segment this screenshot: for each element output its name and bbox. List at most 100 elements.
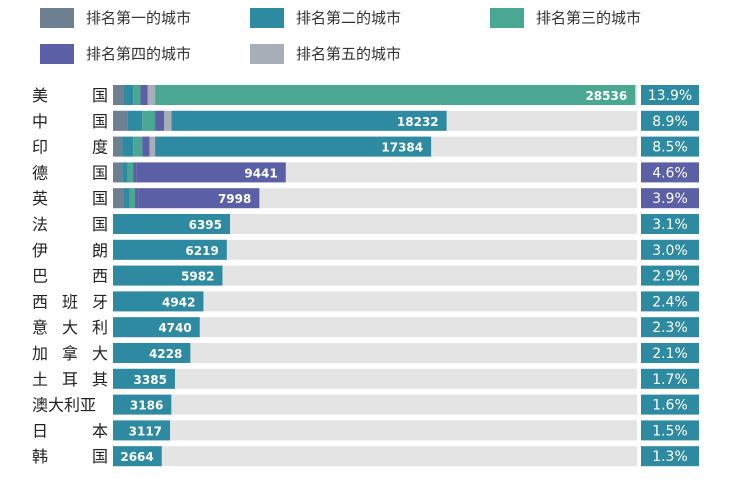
bar-value-label: 4942 [162,295,195,309]
category-label: 土 [32,370,48,389]
bar-segment [113,214,231,234]
percent-box [641,291,699,312]
chart-row: 英 国 7998 3.9% [32,188,699,209]
bar-value-label: 6219 [185,244,218,258]
percent-box [641,446,699,467]
bar-value-label: 17384 [381,141,423,155]
bar-segment [113,110,128,131]
percent-box [641,265,699,286]
bar-segment [142,110,156,131]
chart-row: 伊 朗 6219 3.0% [32,239,699,260]
bar-segment [113,420,171,441]
bar-value-label: 18232 [397,115,439,129]
percent-label: 8.5% [652,140,688,156]
bar-track [113,446,637,467]
bar-track [113,265,637,286]
category-label: 耳 [62,370,78,389]
percent-label: 1.7% [652,372,688,388]
bar-value-label: 28536 [585,89,627,103]
bar-value-label: 4228 [149,347,182,361]
bar-segment [113,394,172,415]
category-label: 大 [92,344,108,363]
percent-label: 2.9% [652,269,688,285]
chart-row: 法 国 6395 3.1% [32,214,699,234]
percent-label: 2.3% [652,320,688,336]
category-label: 利 [92,318,108,337]
category-label: 印 [32,138,48,157]
category-label: 国 [92,447,108,466]
legend-swatch-rank3 [490,8,524,28]
percent-label: 2.4% [652,294,688,310]
bar-track [113,214,637,234]
legend-label-rank4: 排名第四的城市 [86,45,191,63]
category-label: 拿 [62,344,78,363]
chart-row: 中 国 18232 8.9% [32,110,699,131]
chart-rows: 美国 28536 13.9%中国 18232 8.9%印度 17384 8.5%德国 9441… [32,85,699,467]
category-label: 西 [92,267,108,286]
bar-segment [113,85,124,105]
category-label: 度 [92,138,108,157]
legend-swatch-rank2 [250,8,284,28]
bar-segment [133,136,143,157]
bar-segment [129,188,135,209]
bar-segment [164,110,172,131]
legend-label-rank3: 排名第三的城市 [536,9,641,27]
percent-box [641,85,699,105]
percent-label: 8.9% [652,114,688,130]
percent-box [641,110,699,131]
bar-segment [113,136,123,157]
bar-track [113,291,637,312]
chart-row: 美 国 28536 13.9% [32,85,699,105]
percent-box [641,188,699,209]
percent-label: 1.5% [652,423,688,439]
chart-row: 巴 西 5982 2.9% [32,265,699,286]
bar-track [113,368,637,389]
chart-row: 意大利 4740 2.3% [32,317,699,338]
chart-row: 德 国 9441 4.6% [32,162,699,183]
percent-box [641,394,699,415]
bar-value-label: 6395 [189,218,222,232]
bar-segment [155,136,432,157]
category-label: 牙 [92,292,108,311]
percent-label: 1.3% [652,449,688,465]
chart-row: 西班牙 4942 2.4% [32,291,699,312]
category-label: 意 [32,318,48,337]
bar-value-label: 5982 [181,270,214,284]
percent-label: 1.6% [652,398,688,414]
category-label: 大 [62,318,78,337]
bar-segment [113,446,162,467]
category-label: 澳大利亚 [32,396,96,415]
chart-row: 土耳其 3385 1.7% [32,368,699,389]
legend-swatch-rank4 [40,44,74,64]
bar-segment [140,85,148,105]
bar-segment [122,136,134,157]
chart-row: 印 度 17384 8.5% [32,136,699,157]
category-label: 巴 [32,267,48,286]
bar-segment [155,110,165,131]
percent-box [641,214,699,234]
category-label: 国 [92,163,108,182]
category-label: 朗 [92,241,108,260]
percent-box [641,343,699,363]
percent-box [641,317,699,338]
bar-value-label: 3385 [134,373,167,387]
category-label: 加 [32,344,48,363]
bar-segment [133,162,137,183]
percent-label: 3.0% [652,243,688,259]
percent-label: 2.1% [652,346,688,362]
bar-segment [113,265,223,286]
bar-value-label: 4740 [158,321,191,335]
bar-value-label: 3186 [130,399,163,413]
legend-label-rank5: 排名第五的城市 [296,45,401,63]
percent-label: 4.6% [652,165,688,181]
category-label: 英 [32,189,48,208]
bar-value-label: 7998 [218,192,251,206]
percent-box [641,162,699,183]
percent-box [641,368,699,389]
category-label: 西 [32,292,48,311]
percent-label: 3.1% [652,217,688,233]
bar-segment [113,317,200,338]
legend-swatch-rank5 [250,44,284,64]
